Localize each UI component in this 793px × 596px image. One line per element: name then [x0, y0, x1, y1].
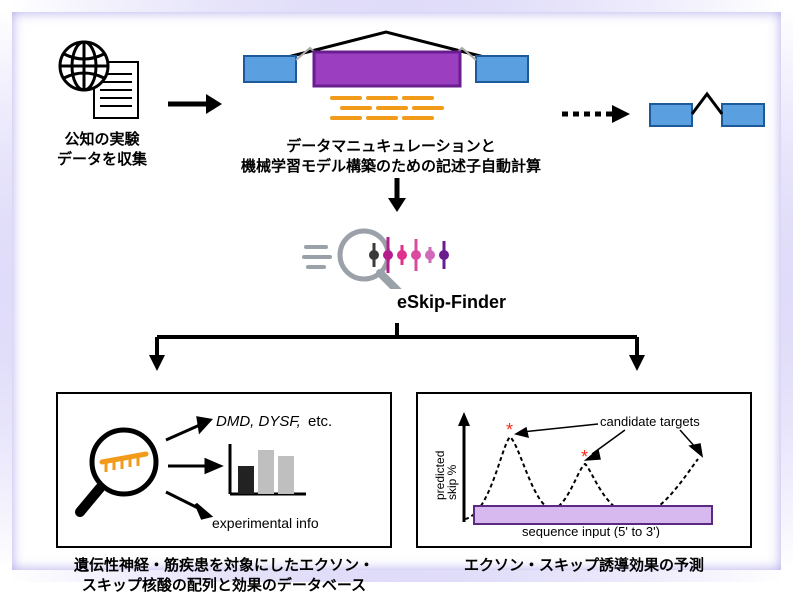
ylabel: predicted skip % — [433, 447, 459, 500]
prediction-pane: predicted skip % * * * candidate targets — [416, 392, 752, 548]
arrow-right-dotted-icon — [560, 103, 632, 130]
star-icon: * — [581, 447, 588, 467]
spliced-exons-icon — [646, 84, 766, 139]
exon-schema-block: データマニュキュレーションと 機械学習モデル構築のための記述子自動計算 — [236, 30, 546, 178]
globe-doc-icon — [52, 38, 152, 124]
bar-0 — [238, 466, 254, 494]
caption-data-manip: データマニュキュレーションと 機械学習モデル構築のための記述子自動計算 — [241, 137, 541, 178]
caption-data-collect: 公知の実験 データを収集 — [57, 130, 147, 171]
xlabel: sequence input (5' to 3') — [522, 524, 660, 538]
eskip-label: eSkip-Finder — [397, 292, 506, 313]
arrow-down-icon — [385, 176, 409, 212]
data-collection-block: 公知の実験 データを収集 — [52, 38, 152, 171]
caption-database: 遺伝性神経・筋疾患を対象にしたエクソン・ スキップ核酸の配列と効果のデータベース — [74, 556, 374, 596]
gene-list: DMD, DYSF, — [216, 413, 301, 430]
exon-splicing-icon — [236, 30, 546, 135]
split-bracket-icon — [97, 323, 697, 378]
eskip-logo-icon — [302, 225, 492, 294]
arrow-right-solid-icon — [166, 87, 222, 126]
gene-etc: etc. — [308, 413, 332, 430]
star-icon: * — [506, 420, 513, 440]
database-pane: DMD, DYSF, etc. experimental info — [56, 392, 392, 548]
caption-prediction: エクソン・スキップ誘導効果の予測 — [464, 556, 704, 576]
bar-1 — [258, 450, 274, 494]
bar-2 — [278, 456, 294, 494]
candidate-label: candidate targets — [600, 414, 700, 429]
sequence-box — [474, 506, 712, 524]
experimental-info-label: experimental info — [212, 515, 319, 531]
